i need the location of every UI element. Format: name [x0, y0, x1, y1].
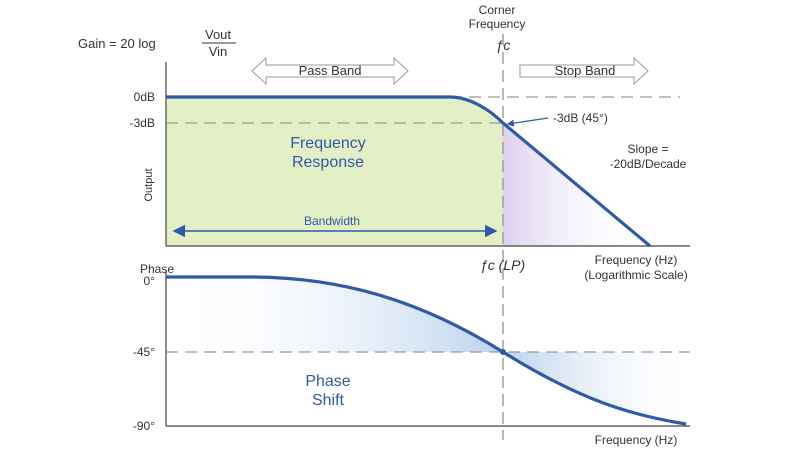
tick-minus90deg: -90°: [133, 419, 155, 433]
passband-label: Pass Band: [299, 63, 362, 78]
slope-label-1: Slope =: [627, 142, 668, 156]
freq-axis-label-2: (Logarithmic Scale): [584, 268, 687, 282]
corner-label-line2: Frequency: [469, 17, 526, 31]
phase-curve: [166, 275, 687, 426]
corner-label-line1: Corner: [479, 3, 516, 17]
minus3db-pointer: [506, 117, 549, 127]
gain-formula-prefix: Gain = 20 log: [78, 36, 156, 51]
bandwidth-label: Bandwidth: [304, 214, 360, 228]
gain-formula-numerator: Vout: [205, 27, 231, 42]
minus3db-point-label: -3dB (45°): [553, 111, 608, 125]
tick-0db: 0dB: [134, 90, 155, 104]
slope-label-2: -20dB/Decade: [610, 157, 687, 171]
freq-axis-label-1: Frequency (Hz): [595, 253, 678, 267]
phase-title: Phase: [140, 262, 174, 276]
magnitude-curve: [166, 95, 652, 248]
tick-minus45deg: -45°: [133, 345, 155, 359]
phase-corner-point: [500, 349, 506, 355]
phase-shift-title-2: Shift: [312, 392, 345, 409]
frequency-response-title-1: Frequency: [290, 135, 366, 152]
tick-minus3db: -3dB: [130, 116, 155, 130]
passband-arrow: [251, 56, 409, 86]
fc-lp-label: ƒc (LP): [480, 257, 525, 273]
phase-freq-axis-label: Frequency (Hz): [595, 433, 678, 447]
passband-region: [166, 97, 503, 246]
frequency-response-title-2: Response: [292, 154, 364, 171]
phase-fill-left: [166, 277, 503, 352]
stopband-arrow: [519, 56, 649, 86]
phase-fill-right: [503, 352, 686, 424]
tick-0deg: 0°: [144, 274, 156, 288]
gain-formula-denominator: Vin: [209, 44, 228, 59]
phase-shift-title-1: Phase: [305, 373, 350, 390]
output-axis-label: Output: [143, 168, 155, 201]
stopband-label: Stop Band: [555, 63, 616, 78]
